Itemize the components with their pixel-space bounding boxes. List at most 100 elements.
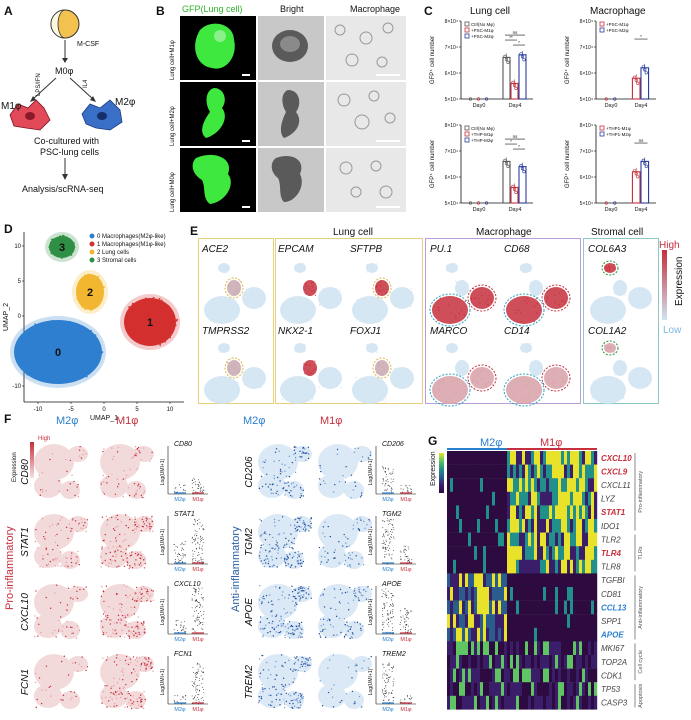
f-cell-point [319, 636, 322, 638]
f-violin-point [202, 542, 204, 544]
f-violin-point [392, 609, 394, 611]
f-cell-point [106, 685, 108, 687]
e-umap-point [375, 318, 377, 320]
e-umap-point [304, 372, 306, 375]
f-cell-point [150, 458, 152, 460]
f-cell-point [34, 635, 36, 638]
f-violin-point [407, 490, 409, 492]
f-cell-point [338, 601, 341, 603]
e-umap-point [440, 383, 442, 385]
g-heat-cell [528, 641, 532, 656]
f-violin-point [200, 487, 202, 489]
f-cell-point [102, 474, 104, 477]
f-cell-point [136, 632, 138, 634]
c-title-mac: Macrophage [590, 6, 646, 17]
f-cell-point [111, 685, 113, 688]
c-ytick-label: 8×10⁴ [580, 19, 593, 25]
d-cell-point [65, 251, 68, 253]
f-cell-point [354, 592, 357, 594]
f-cell-point [293, 446, 296, 449]
e-umap-point [613, 351, 615, 353]
f-cell-point [369, 599, 372, 601]
f-cell-point [274, 666, 276, 668]
g-heat-cell [489, 614, 493, 628]
g-heat-cell [504, 668, 508, 683]
g-heat-cell [468, 682, 472, 696]
e-umap-point [547, 383, 550, 385]
f-violin-point [199, 622, 201, 624]
panel-c-letter: C [424, 4, 433, 18]
f-cell-point [280, 557, 283, 559]
f-cell-point [106, 706, 108, 708]
f-cell-point [265, 594, 268, 597]
f-cell-point [101, 562, 104, 565]
f-cell-point [140, 530, 143, 532]
g-heat-cell [567, 546, 571, 560]
g-heat-cell [561, 559, 565, 574]
d-cell-point [91, 338, 93, 340]
g-heat-cell [519, 600, 523, 615]
f-violin-point [382, 519, 384, 521]
g-heat-cell [492, 573, 496, 588]
g-heat-cell [522, 600, 526, 615]
f-cell-point [128, 630, 130, 632]
f-cell-point [298, 622, 301, 625]
f-umap-region [60, 551, 80, 569]
f-violin-point [383, 547, 385, 549]
f-violin-point [182, 626, 184, 628]
d-cell-point [147, 332, 150, 335]
f-cell-point [135, 632, 137, 635]
g-heat-cell [582, 641, 586, 656]
f-cell-point [81, 656, 83, 658]
e-umap-point [460, 372, 462, 374]
g-heat-cell [471, 546, 475, 560]
f-violin-point [193, 682, 195, 684]
g-heat-cell [501, 641, 505, 656]
f-cell-point [278, 587, 281, 589]
g-heat-cell [564, 573, 568, 588]
f-cell-point [116, 486, 119, 488]
f-cell-point [149, 530, 151, 532]
f-cell-point [273, 477, 276, 480]
e-umap-point [226, 350, 228, 352]
f-violin-point [194, 590, 196, 592]
f-cell-point [143, 447, 145, 449]
f-cell-point [347, 630, 349, 632]
f-cell-point [361, 456, 364, 458]
f-violin-point [385, 696, 387, 698]
g-heat-cell [591, 641, 595, 656]
f-violin-point [388, 597, 390, 599]
f-violin-point [203, 618, 205, 620]
g-heat-cell [591, 695, 595, 710]
f-cell-point [333, 551, 335, 554]
f-violin-point [196, 605, 198, 607]
d-cell-point [79, 357, 82, 360]
f-cell-point [258, 700, 260, 702]
f-violin-point [381, 466, 383, 468]
g-heat-cell [564, 519, 568, 533]
f-cell-point [322, 593, 324, 595]
g-heat-cell [591, 532, 595, 547]
f-violin-point [198, 670, 200, 672]
f-cell-point [41, 471, 44, 474]
f-violin-point [387, 617, 389, 619]
g-heat-cell [549, 519, 553, 533]
g-heat-cell [531, 627, 535, 642]
f-cell-point [324, 628, 326, 630]
g-heat-cell [582, 532, 586, 547]
c-dot [644, 71, 648, 75]
g-heat-cell [459, 464, 463, 479]
d-cell-point [51, 334, 53, 337]
g-heat-cell [453, 491, 457, 506]
e-umap-point [541, 370, 543, 372]
g-heat-cell [531, 614, 535, 628]
g-heat-cell [558, 573, 562, 588]
g-heat-cell [465, 559, 469, 574]
f-cell-point [302, 447, 304, 449]
f-violin-point [390, 610, 392, 612]
g-heat-cell [540, 478, 544, 492]
g-heat-cell [489, 491, 493, 506]
e-umap-point [302, 346, 305, 348]
c-dot [613, 97, 617, 101]
d-cell-point [63, 247, 66, 250]
